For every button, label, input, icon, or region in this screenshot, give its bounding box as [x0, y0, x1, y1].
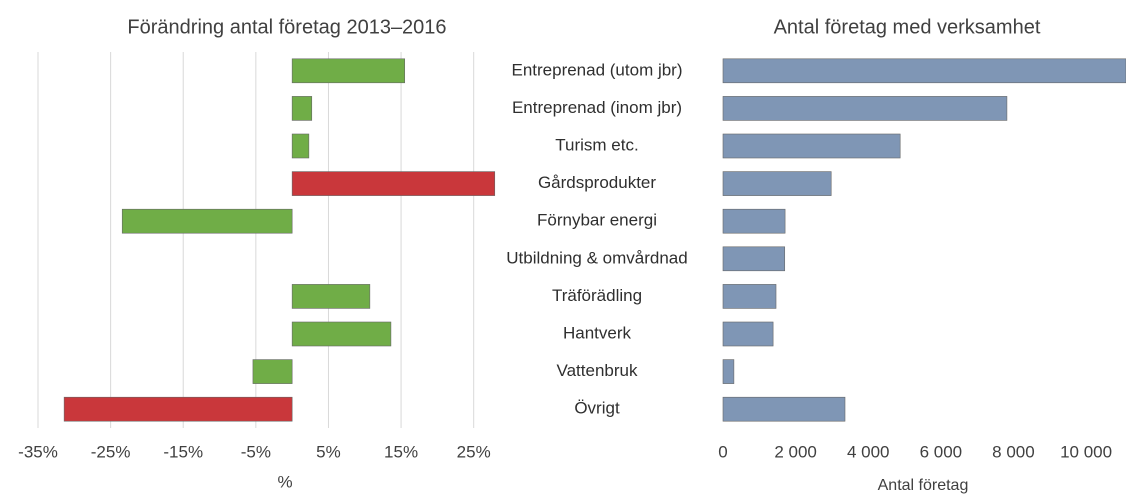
x-tick-label: -25% — [91, 442, 131, 461]
x-tick-label: -15% — [163, 442, 203, 461]
x-axis-title: Antal företag — [878, 477, 969, 494]
bar — [722, 133, 901, 159]
bar — [63, 396, 293, 422]
bar — [291, 171, 496, 196]
category-label: Entreprenad (inom jbr) — [512, 98, 682, 117]
category-label: Turism etc. — [555, 135, 638, 154]
x-tick-label: 5% — [316, 442, 341, 461]
bar — [722, 396, 846, 422]
bar — [722, 96, 1008, 121]
bar — [291, 133, 310, 159]
x-axis-title: % — [277, 472, 292, 491]
category-label: Gårdsprodukter — [538, 173, 656, 192]
x-tick-label: 15% — [384, 442, 418, 461]
x-tick-label: 8 000 — [992, 442, 1035, 461]
bar — [722, 284, 777, 309]
x-tick-label: 2 000 — [774, 442, 817, 461]
x-tick-label: 25% — [457, 442, 491, 461]
bar — [722, 246, 786, 272]
category-label: Utbildning & omvårdnad — [506, 248, 687, 267]
x-tick-label: 6 000 — [920, 442, 963, 461]
bar — [252, 359, 293, 384]
chart-title: Förändring antal företag 2013–2016 — [127, 16, 446, 38]
x-tick-label: -35% — [18, 442, 58, 461]
bar — [291, 58, 406, 84]
x-tick-label: 4 000 — [847, 442, 890, 461]
x-tick-label: -5% — [241, 442, 271, 461]
category-label: Förnybar energi — [537, 211, 657, 230]
category-label: Övrigt — [574, 399, 620, 418]
bar — [722, 171, 832, 196]
bar — [291, 96, 313, 121]
category-label: Vattenbruk — [557, 361, 638, 380]
bar — [291, 284, 371, 309]
bar — [722, 321, 774, 347]
x-tick-label: 0 — [718, 442, 727, 461]
bar — [291, 321, 392, 347]
bar — [722, 58, 1126, 84]
category-label: Hantverk — [563, 323, 632, 342]
x-tick-label: 10 000 — [1060, 442, 1112, 461]
category-label: Träförädling — [552, 286, 642, 305]
bar — [121, 208, 293, 234]
category-label: Entreprenad (utom jbr) — [511, 60, 682, 79]
bar — [722, 208, 786, 234]
bar — [722, 359, 735, 384]
chart-title: Antal företag med verksamhet — [774, 16, 1041, 38]
